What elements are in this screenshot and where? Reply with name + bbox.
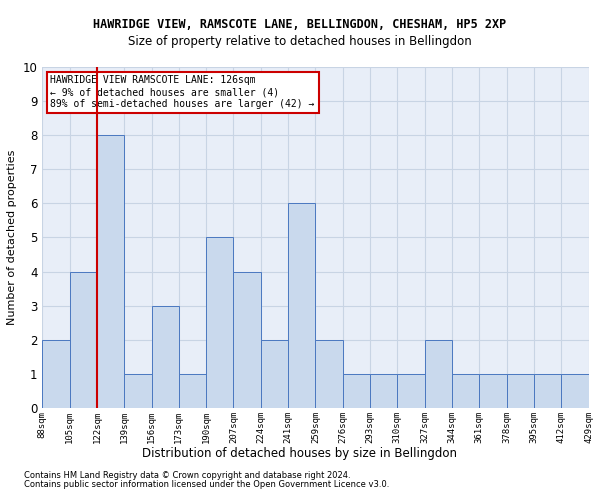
Bar (206, 238, 233, 408)
Bar (97, 135, 124, 408)
Bar (370, 374, 397, 408)
Bar (561, 374, 589, 408)
Bar (425, 340, 452, 408)
Bar (179, 374, 206, 408)
Text: Distribution of detached houses by size in Bellingdon: Distribution of detached houses by size … (143, 448, 458, 460)
Text: HAWRIDGE VIEW, RAMSCOTE LANE, BELLINGDON, CHESHAM, HP5 2XP: HAWRIDGE VIEW, RAMSCOTE LANE, BELLINGDON… (94, 18, 506, 30)
Bar (534, 374, 561, 408)
Bar (479, 374, 506, 408)
Text: Size of property relative to detached houses in Bellingdon: Size of property relative to detached ho… (128, 35, 472, 48)
Text: Contains HM Land Registry data © Crown copyright and database right 2024.: Contains HM Land Registry data © Crown c… (24, 471, 350, 480)
Bar (506, 374, 534, 408)
Bar (397, 374, 425, 408)
Bar (288, 204, 316, 408)
Text: Contains public sector information licensed under the Open Government Licence v3: Contains public sector information licen… (24, 480, 389, 489)
Bar (233, 272, 261, 408)
Y-axis label: Number of detached properties: Number of detached properties (7, 150, 17, 325)
Text: HAWRIDGE VIEW RAMSCOTE LANE: 126sqm
← 9% of detached houses are smaller (4)
89% : HAWRIDGE VIEW RAMSCOTE LANE: 126sqm ← 9%… (50, 76, 315, 108)
Bar (70, 272, 97, 408)
Bar (452, 374, 479, 408)
Bar (343, 374, 370, 408)
Bar (152, 306, 179, 408)
Bar (316, 340, 343, 408)
Bar (42, 340, 70, 408)
Bar (261, 340, 288, 408)
Bar (124, 374, 152, 408)
